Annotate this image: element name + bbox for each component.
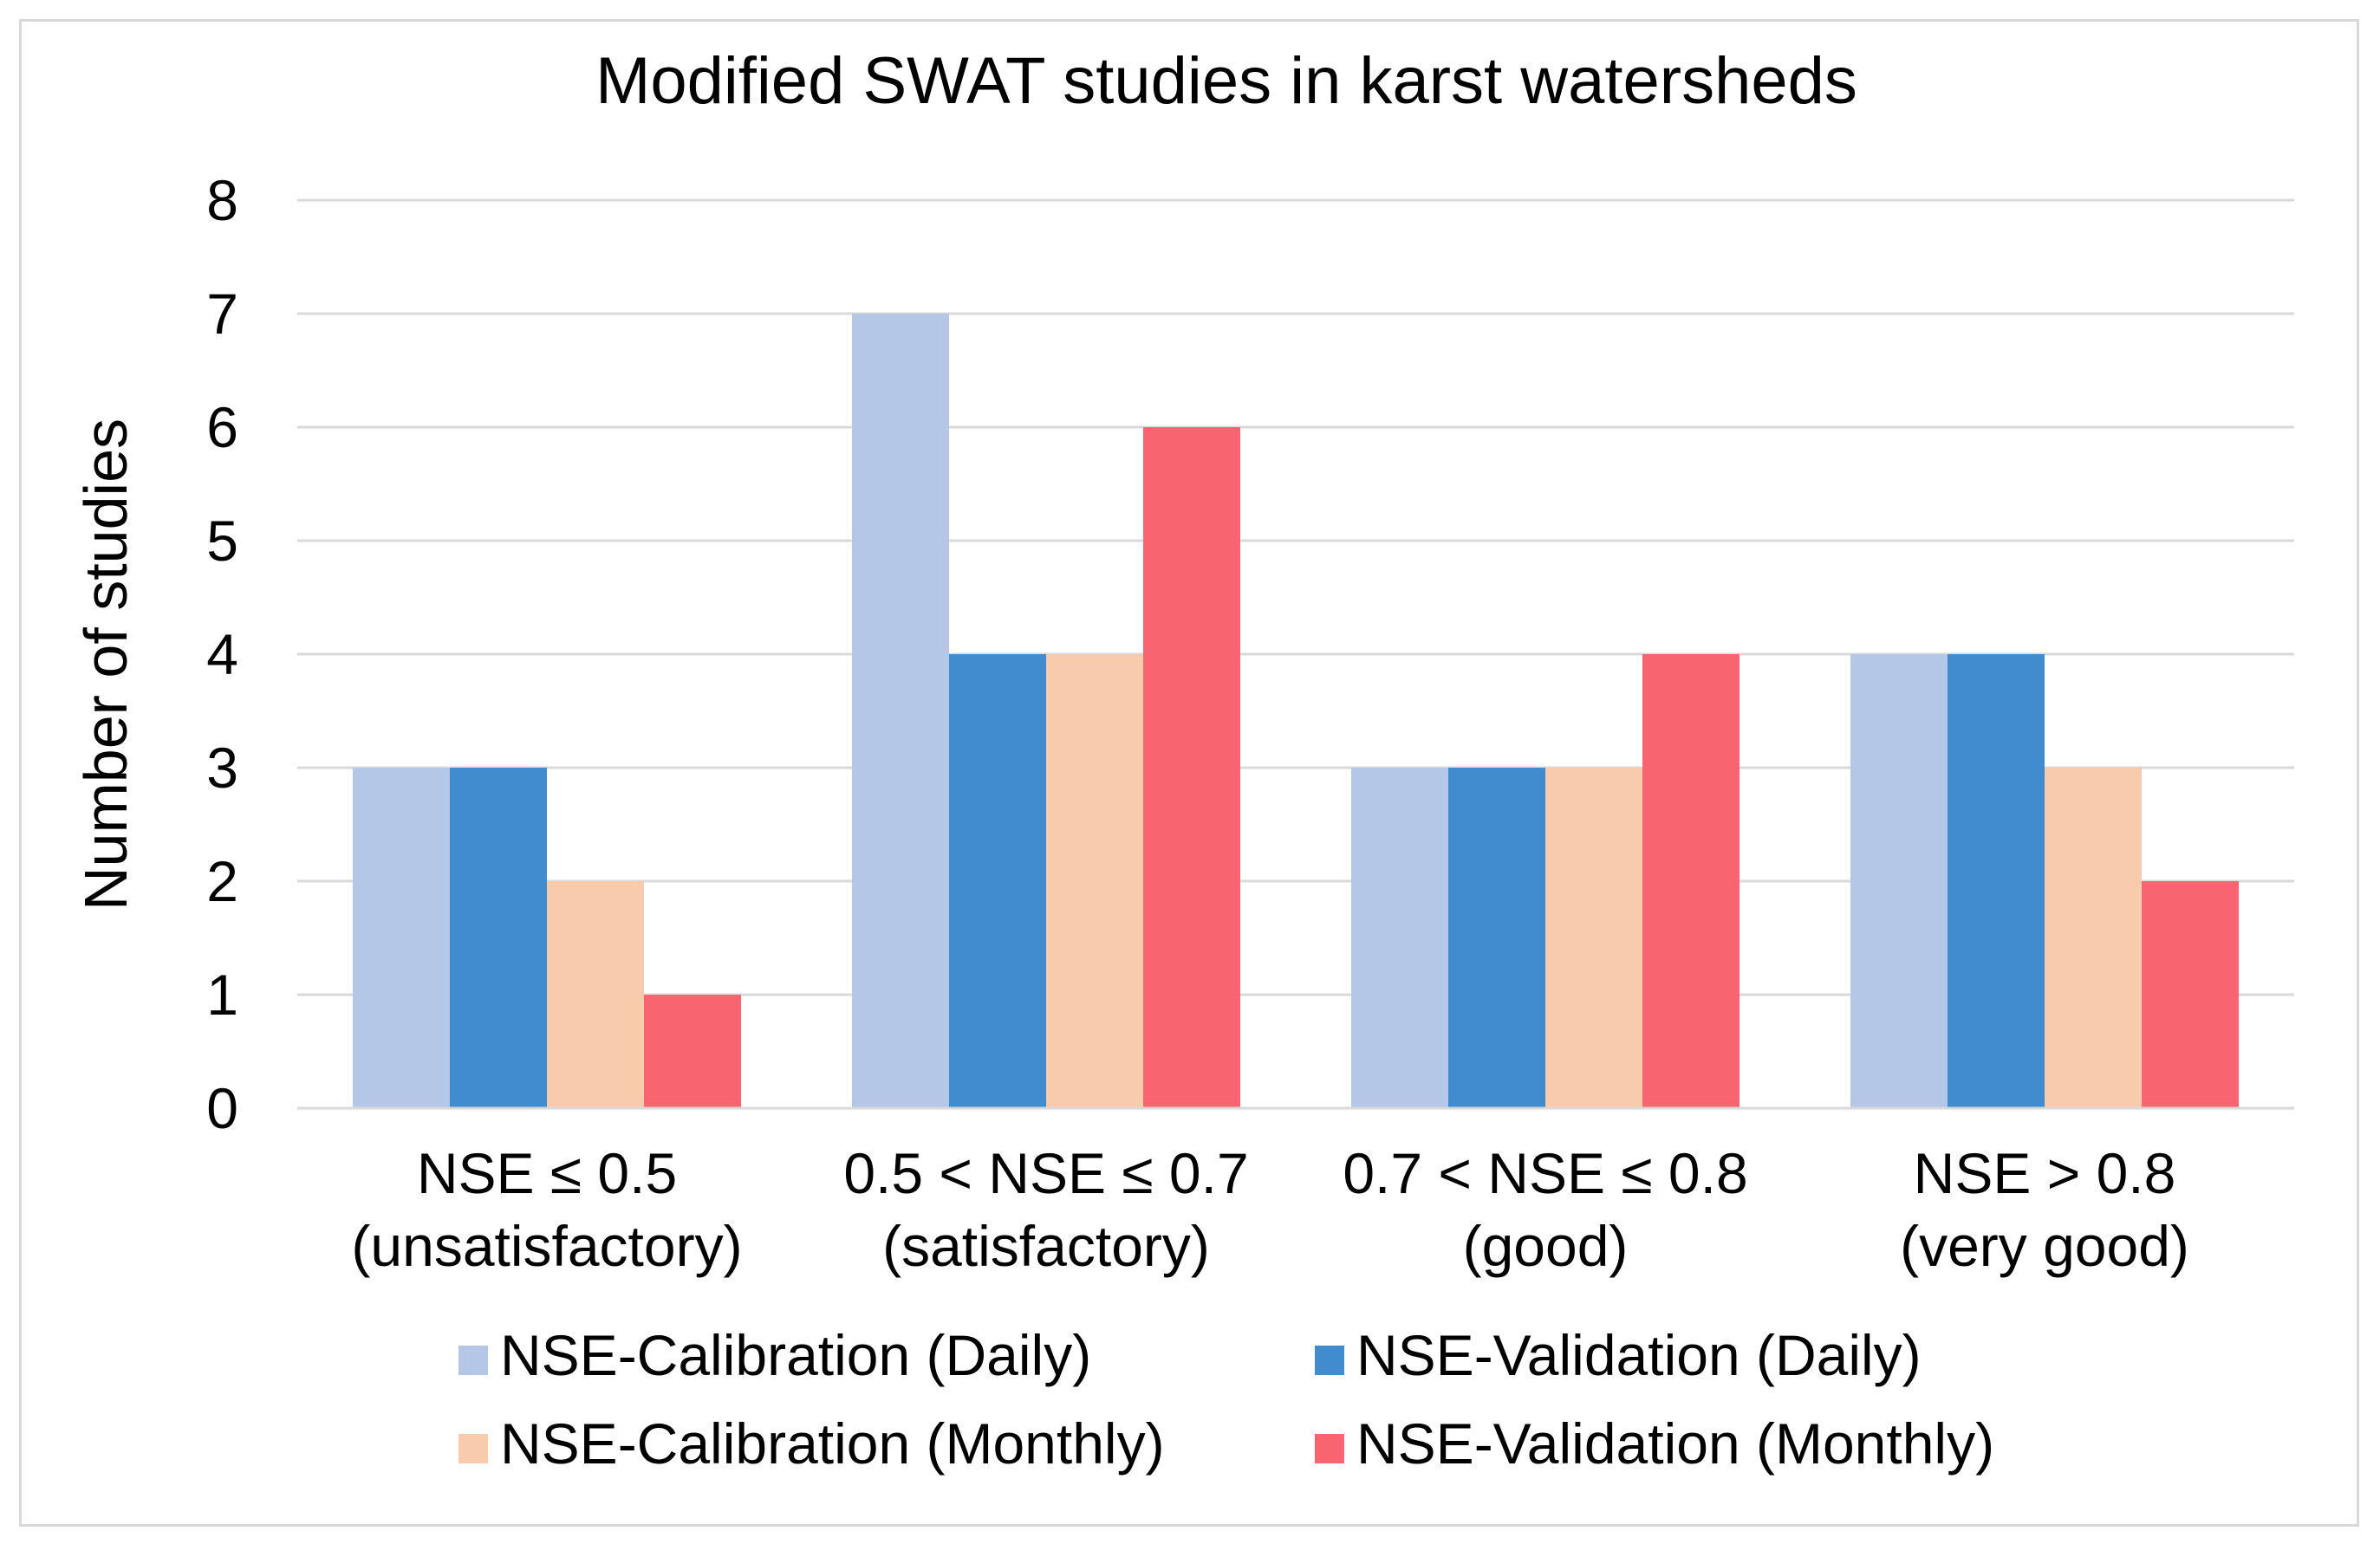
legend-swatch xyxy=(1315,1346,1344,1375)
y-tick-label: 4 xyxy=(206,622,238,686)
y-tick-label: 7 xyxy=(206,282,238,346)
bar xyxy=(1948,654,2045,1108)
legend: NSE-Calibration (Daily) NSE-Validation (D… xyxy=(458,1323,1994,1476)
category-label: (good) xyxy=(1463,1214,1629,1278)
bar xyxy=(644,995,741,1108)
bar xyxy=(949,654,1046,1108)
bars xyxy=(353,314,2239,1108)
legend-label: NSE-Calibration (Daily) xyxy=(500,1323,1091,1387)
bar xyxy=(1143,427,1240,1108)
y-tick-label: 3 xyxy=(206,736,238,800)
legend-swatch xyxy=(458,1434,488,1463)
legend-label: NSE-Calibration (Monthly) xyxy=(500,1411,1165,1476)
category-label: (satisfactory) xyxy=(882,1214,1210,1278)
category-label: 0.7 < NSE ≤ 0.8 xyxy=(1343,1141,1747,1205)
bar xyxy=(1351,768,1448,1108)
legend-swatch xyxy=(458,1346,488,1375)
bar xyxy=(2142,881,2239,1108)
y-tick-label: 5 xyxy=(206,509,238,573)
bar xyxy=(1850,654,1948,1108)
bar xyxy=(547,881,644,1108)
bar xyxy=(852,314,949,1108)
category-label: (unsatisfactory) xyxy=(351,1214,742,1278)
bar xyxy=(1642,654,1739,1108)
category-label: (very good) xyxy=(1900,1214,2189,1278)
bar xyxy=(1046,654,1143,1108)
bar xyxy=(1545,768,1642,1108)
bar xyxy=(2045,768,2142,1108)
category-label: NSE ≤ 0.5 xyxy=(417,1141,677,1205)
y-tick-label: 1 xyxy=(206,963,238,1027)
y-tick-label: 0 xyxy=(206,1076,238,1140)
chart-frame: Modified SWAT studies in karst watershed… xyxy=(19,19,2359,1527)
legend-label: NSE-Validation (Daily) xyxy=(1356,1323,1922,1387)
legend-label: NSE-Validation (Monthly) xyxy=(1356,1411,1994,1476)
bar xyxy=(1448,768,1545,1108)
chart-svg: Modified SWAT studies in karst watershed… xyxy=(72,44,2294,1476)
y-tick-label: 6 xyxy=(206,395,238,459)
legend-swatch xyxy=(1315,1434,1344,1463)
bar xyxy=(353,768,450,1108)
y-tick-labels: 0 1 2 3 4 5 6 7 8 xyxy=(206,168,238,1140)
category-label: 0.5 < NSE ≤ 0.7 xyxy=(843,1141,1248,1205)
category-labels: NSE ≤ 0.5 (unsatisfactory) 0.5 < NSE ≤ 0.7… xyxy=(351,1141,2188,1278)
y-tick-label: 2 xyxy=(206,849,238,913)
bar xyxy=(450,768,547,1108)
y-axis-label: Number of studies xyxy=(72,418,140,911)
category-label: NSE > 0.8 xyxy=(1914,1141,2176,1205)
chart-title: Modified SWAT studies in karst watershed… xyxy=(595,44,1857,118)
y-tick-label: 8 xyxy=(206,168,238,232)
